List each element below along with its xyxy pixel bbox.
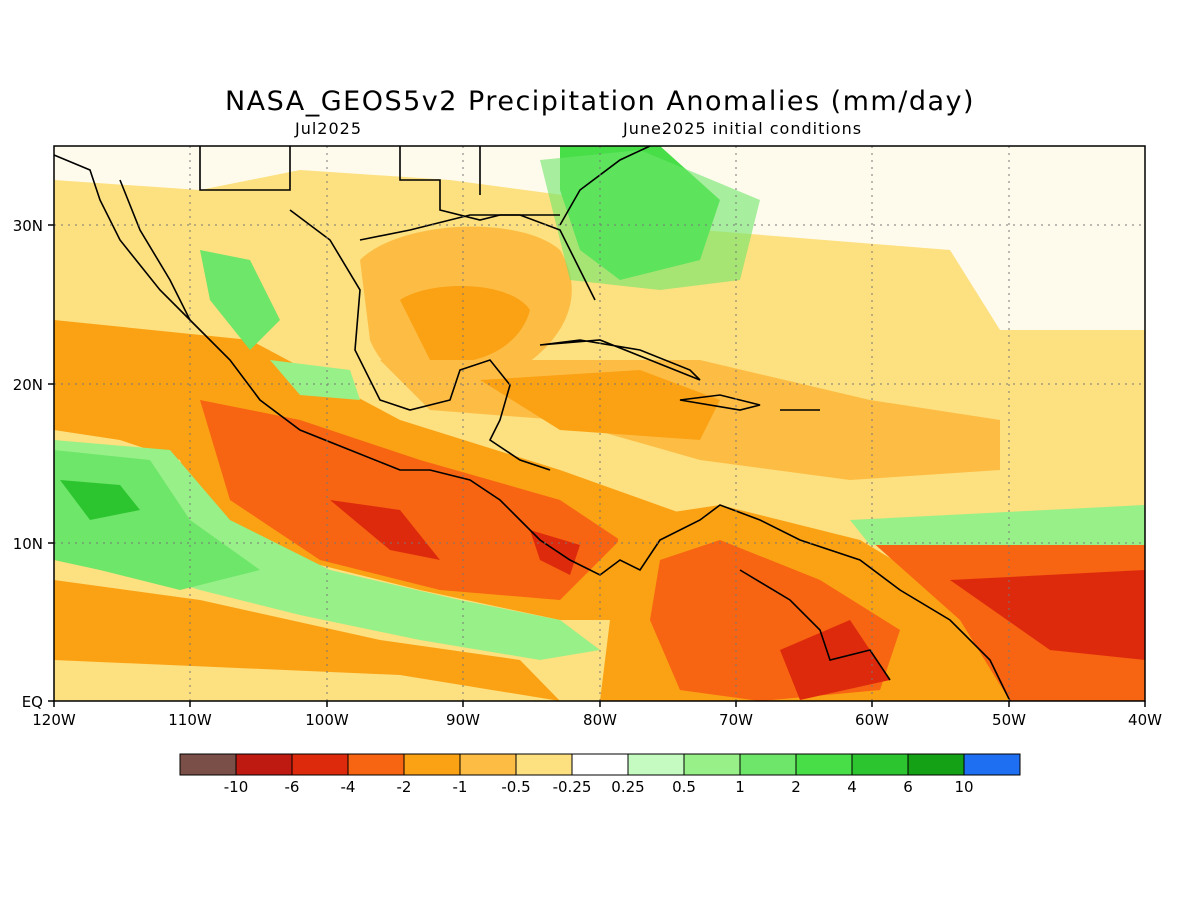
x-tick-label: 40W (1128, 711, 1162, 729)
colorbar-label: 10 (954, 778, 973, 796)
colorbar-label: -0.5 (501, 778, 530, 796)
x-tick-label: 80W (583, 711, 617, 729)
y-tick-label: 20N (13, 376, 43, 394)
x-tick-label: 70W (719, 711, 753, 729)
x-tick-label: 110W (168, 711, 212, 729)
colorbar-swatch (459, 753, 517, 776)
colorbar-label: 0.25 (611, 778, 644, 796)
x-tick-labels: 120W 110W 100W 90W 80W 70W 60W 50W 40W (32, 711, 1162, 729)
colorbar-label: -10 (224, 778, 249, 796)
y-tick-label: 10N (13, 535, 43, 553)
colorbar-swatch (851, 753, 909, 776)
colorbar-label: 2 (791, 778, 801, 796)
x-tick-label: 50W (992, 711, 1026, 729)
colorbar (179, 753, 1021, 776)
x-tick-label: 90W (446, 711, 480, 729)
map-title: NASA_GEOS5v2 Precipitation Anomalies (mm… (224, 86, 976, 117)
colorbar-label: -0.25 (553, 778, 592, 796)
colorbar-label: -4 (341, 778, 356, 796)
colorbar-label: 4 (847, 778, 857, 796)
colorbar-swatch (627, 753, 685, 776)
y-tick-label: EQ (22, 693, 43, 711)
colorbar-swatch (907, 753, 965, 776)
colorbar-label: -1 (453, 778, 468, 796)
colorbar-swatch (235, 753, 293, 776)
colorbar-label: -6 (285, 778, 300, 796)
colorbar-swatch (683, 753, 741, 776)
colorbar-swatch (739, 753, 797, 776)
initial-conditions: June2025 initial conditions (623, 119, 863, 138)
colorbar-swatch (179, 753, 237, 776)
x-tick-label: 120W (32, 711, 76, 729)
colorbar-label: 0.5 (672, 778, 696, 796)
colorbar-swatch (571, 753, 629, 776)
tick-marks (48, 224, 1146, 707)
colorbar-swatch (347, 753, 405, 776)
colorbar-swatch (291, 753, 349, 776)
y-tick-label: 30N (13, 217, 43, 235)
colorbar-labels: -10 -6 -4 -2 -1 -0.5 -0.25 0.25 0.5 1 2 4 6 10 (224, 778, 974, 796)
anomaly-field (54, 146, 1145, 701)
x-tick-label: 100W (305, 711, 349, 729)
x-tick-label: 60W (855, 711, 889, 729)
colorbar-swatch (515, 753, 573, 776)
colorbar-label: 1 (735, 778, 745, 796)
colorbar-label: 6 (903, 778, 913, 796)
colorbar-swatch (403, 753, 461, 776)
colorbar-swatch (963, 753, 1021, 776)
y-tick-labels: EQ 10N 20N 30N (13, 217, 43, 711)
gridlines (54, 146, 1145, 701)
colorbar-label: -2 (397, 778, 412, 796)
forecast-month: Jul2025 (295, 119, 363, 138)
colorbar-swatch (795, 753, 853, 776)
